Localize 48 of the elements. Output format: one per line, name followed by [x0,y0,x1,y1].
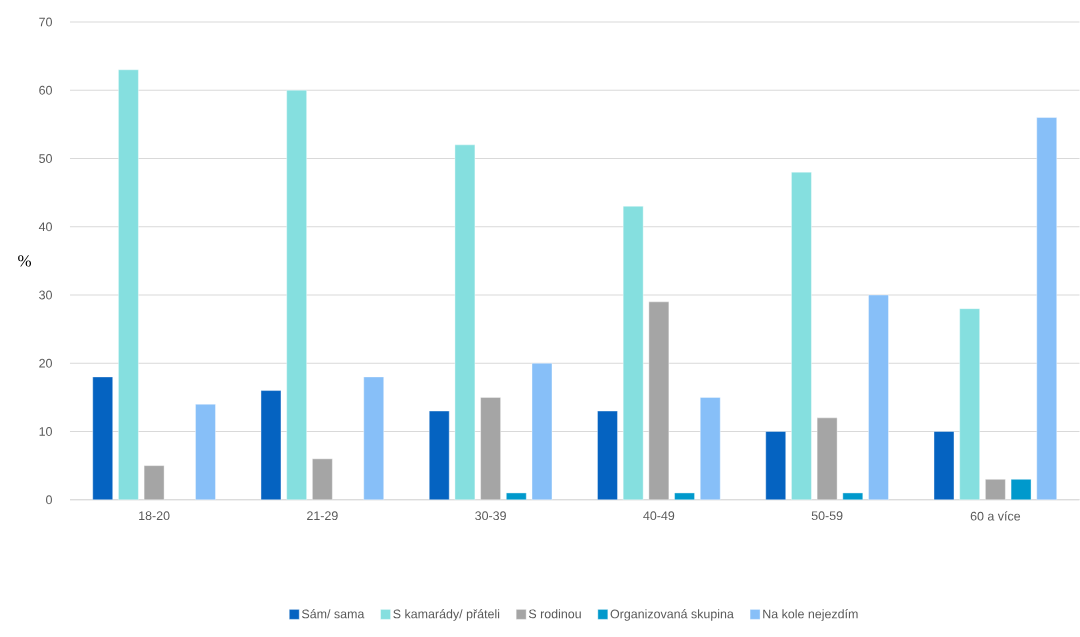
bar [674,492,695,501]
x-tick-label: 40-49 [643,511,675,521]
x-tick-label: 18-20 [139,511,170,521]
bar [286,90,307,501]
y-tick-label: 30 [39,290,52,300]
bar [959,308,980,501]
bar [143,465,165,501]
bar [195,404,216,501]
y-tick-label: 50 [39,154,52,164]
bar [506,492,527,501]
bar [842,492,863,501]
bar [622,206,644,501]
legend-label: S rodinou [528,609,581,619]
bar [868,294,889,501]
bar [816,417,838,501]
x-tick-label: 60 a více [970,511,1021,521]
bar [648,301,670,501]
bar [765,431,786,501]
bar [1036,117,1057,501]
y-axis-title: % [18,255,32,267]
bar [1010,479,1032,501]
legend-label: S kamarády/ přáteli [393,609,500,621]
legend-label: Organizovaná skupina [610,609,734,621]
bar [92,376,113,501]
bar [791,172,812,501]
y-tick-label: 10 [39,427,52,437]
y-tick-label: 60 [39,85,52,95]
x-tick-label: 50-59 [811,511,843,521]
bar [597,410,618,501]
bar [118,69,139,501]
legend-label: Sám/ sama [302,609,365,619]
bar [312,458,333,501]
bar [429,410,450,501]
bar [985,479,1006,501]
bar [363,376,384,501]
x-tick-label: 21-29 [307,511,338,521]
bar [933,431,955,501]
legend-label: Na kole nejezdím [763,609,858,621]
y-tick-label: 0 [46,495,52,505]
bar [531,363,553,501]
y-tick-label: 40 [38,222,52,232]
y-tick-label: 20 [39,359,52,368]
bar [700,397,721,501]
bar [260,390,282,501]
y-tick-label: 70 [39,17,52,27]
bar [480,397,501,501]
bar [454,144,476,501]
x-tick-label: 30-39 [475,511,506,521]
